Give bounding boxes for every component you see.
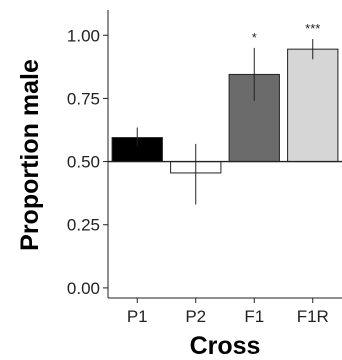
y-tick-label: 0.75 <box>67 89 100 108</box>
y-axis-title: Proportion male <box>16 59 44 251</box>
x-axis-title: Cross <box>190 332 261 360</box>
x-tick-label: P2 <box>185 307 206 326</box>
y-tick-label: 0.00 <box>67 279 100 298</box>
y-tick-label: 0.25 <box>67 216 100 235</box>
x-tick-label: F1 <box>244 307 264 326</box>
x-tick-label: P1 <box>127 307 148 326</box>
plot-area: 0.00 0.25 0.50 0.75 1.00 P1 P2 F1 * F1R *** <box>67 10 342 326</box>
significance-label-f1: * <box>252 30 257 45</box>
y-tick-label: 1.00 <box>67 26 100 45</box>
significance-label-f1r: *** <box>305 21 320 36</box>
bar-f1r <box>287 48 339 163</box>
x-tick-label: F1R <box>297 307 329 326</box>
y-tick-label: 0.50 <box>67 153 100 172</box>
